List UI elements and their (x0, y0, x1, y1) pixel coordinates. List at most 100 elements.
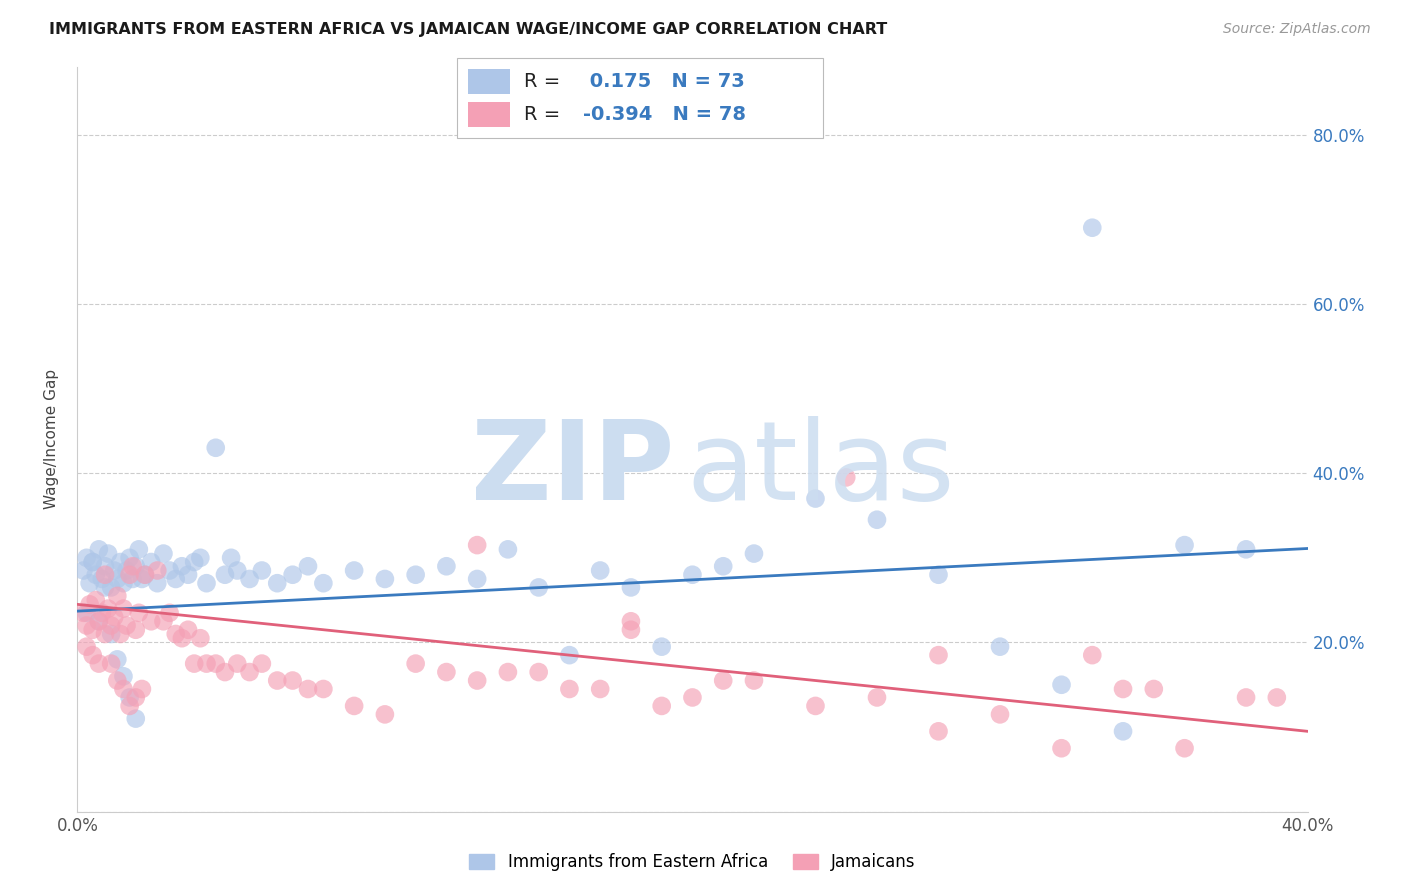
Point (266, 673, 288, 688)
Point (804, 491, 827, 506)
Point (100, 627, 122, 641)
Point (94, 559, 117, 574)
Point (465, 572, 488, 586)
Point (115, 564, 138, 578)
Point (159, 606, 181, 620)
Point (214, 665, 236, 679)
Point (188, 550, 212, 565)
Text: R =: R = (524, 104, 561, 124)
Point (118, 690, 141, 705)
Point (125, 623, 148, 637)
Point (711, 559, 734, 574)
Point (742, 673, 765, 688)
Point (250, 564, 273, 578)
Point (177, 623, 200, 637)
Point (374, 572, 396, 586)
Point (1112, 724, 1135, 739)
Point (82, 648, 104, 662)
Point (620, 581, 643, 595)
Point (115, 618, 138, 632)
Point (1174, 538, 1197, 552)
Point (589, 564, 612, 578)
Point (465, 538, 488, 552)
Point (1081, 220, 1104, 235)
Point (239, 665, 262, 679)
Point (465, 673, 488, 688)
Point (76, 618, 98, 632)
Point (589, 681, 612, 696)
Point (121, 559, 143, 574)
Point (94, 581, 117, 595)
Point (988, 640, 1011, 654)
Point (558, 681, 581, 696)
Point (527, 665, 550, 679)
Point (79, 598, 101, 612)
Point (146, 576, 169, 591)
Point (188, 631, 212, 645)
Point (195, 576, 218, 591)
Point (682, 567, 704, 582)
Point (281, 673, 304, 688)
Point (118, 550, 141, 565)
Text: 0.175   N = 73: 0.175 N = 73 (583, 71, 745, 91)
Point (170, 631, 193, 645)
Point (170, 559, 193, 574)
Y-axis label: Wage/Income Gap: Wage/Income Gap (44, 369, 59, 509)
Point (118, 698, 141, 713)
Point (152, 615, 174, 629)
Point (928, 648, 950, 662)
Point (82, 555, 104, 569)
Point (195, 657, 218, 671)
Point (112, 681, 135, 696)
Point (84, 593, 107, 607)
Text: -0.394   N = 78: -0.394 N = 78 (583, 104, 747, 124)
Point (146, 564, 169, 578)
Point (134, 567, 156, 582)
Point (112, 669, 135, 683)
Point (1265, 690, 1288, 705)
Point (177, 567, 200, 582)
Point (620, 615, 643, 629)
Point (90, 572, 114, 586)
Point (620, 623, 643, 637)
Point (79, 576, 101, 591)
Point (682, 690, 704, 705)
Point (152, 547, 174, 561)
Point (312, 576, 335, 591)
Point (835, 470, 858, 484)
Point (266, 576, 288, 591)
Point (1234, 542, 1257, 557)
Text: atlas: atlas (686, 416, 955, 523)
Text: Source: ZipAtlas.com: Source: ZipAtlas.com (1223, 22, 1371, 37)
Point (204, 657, 226, 671)
Point (1143, 681, 1166, 696)
Point (87, 615, 110, 629)
Point (134, 567, 156, 582)
Point (250, 657, 273, 671)
Point (496, 665, 519, 679)
Point (742, 547, 765, 561)
Point (141, 555, 163, 569)
Point (128, 606, 150, 620)
Point (405, 567, 427, 582)
Point (165, 572, 187, 586)
Point (651, 640, 673, 654)
Point (76, 606, 98, 620)
Point (281, 567, 304, 582)
Point (87, 615, 110, 629)
Point (100, 618, 122, 632)
Point (1050, 678, 1073, 692)
Point (84, 567, 107, 582)
Point (82, 623, 104, 637)
Point (125, 559, 148, 574)
Point (112, 576, 135, 591)
Point (72, 564, 94, 578)
Point (297, 681, 319, 696)
Point (374, 707, 396, 722)
Point (436, 665, 458, 679)
Point (121, 572, 143, 586)
Point (866, 513, 889, 527)
Point (110, 627, 132, 641)
Point (118, 567, 141, 582)
Text: ZIP: ZIP (471, 416, 673, 523)
